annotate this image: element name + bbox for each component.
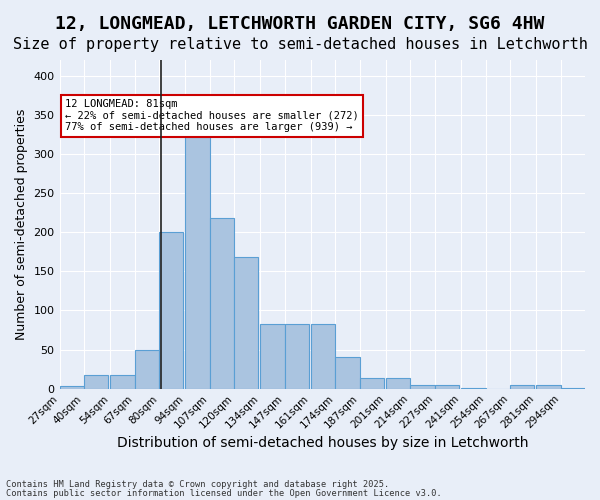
Bar — [59, 386, 84, 388]
Bar — [159, 232, 184, 388]
Text: 12 LONGMEAD: 81sqm
← 22% of semi-detached houses are smaller (272)
77% of semi-d: 12 LONGMEAD: 81sqm ← 22% of semi-detache… — [65, 99, 359, 132]
Bar — [386, 378, 410, 388]
Text: Size of property relative to semi-detached houses in Letchworth: Size of property relative to semi-detach… — [13, 38, 587, 52]
Bar — [234, 257, 259, 388]
Bar — [410, 385, 435, 388]
Bar — [110, 374, 134, 388]
Bar — [209, 218, 234, 388]
Bar — [134, 350, 159, 389]
Bar — [311, 324, 335, 388]
Bar — [360, 378, 384, 388]
Bar — [285, 324, 309, 388]
Bar — [185, 136, 209, 388]
Bar — [435, 385, 459, 388]
Bar — [260, 324, 285, 388]
Text: Contains HM Land Registry data © Crown copyright and database right 2025.: Contains HM Land Registry data © Crown c… — [6, 480, 389, 489]
Bar — [335, 358, 360, 388]
Bar — [510, 385, 535, 388]
X-axis label: Distribution of semi-detached houses by size in Letchworth: Distribution of semi-detached houses by … — [116, 436, 528, 450]
Bar — [84, 374, 109, 388]
Bar — [536, 385, 560, 388]
Text: 12, LONGMEAD, LETCHWORTH GARDEN CITY, SG6 4HW: 12, LONGMEAD, LETCHWORTH GARDEN CITY, SG… — [55, 15, 545, 33]
Y-axis label: Number of semi-detached properties: Number of semi-detached properties — [15, 108, 28, 340]
Text: Contains public sector information licensed under the Open Government Licence v3: Contains public sector information licen… — [6, 488, 442, 498]
